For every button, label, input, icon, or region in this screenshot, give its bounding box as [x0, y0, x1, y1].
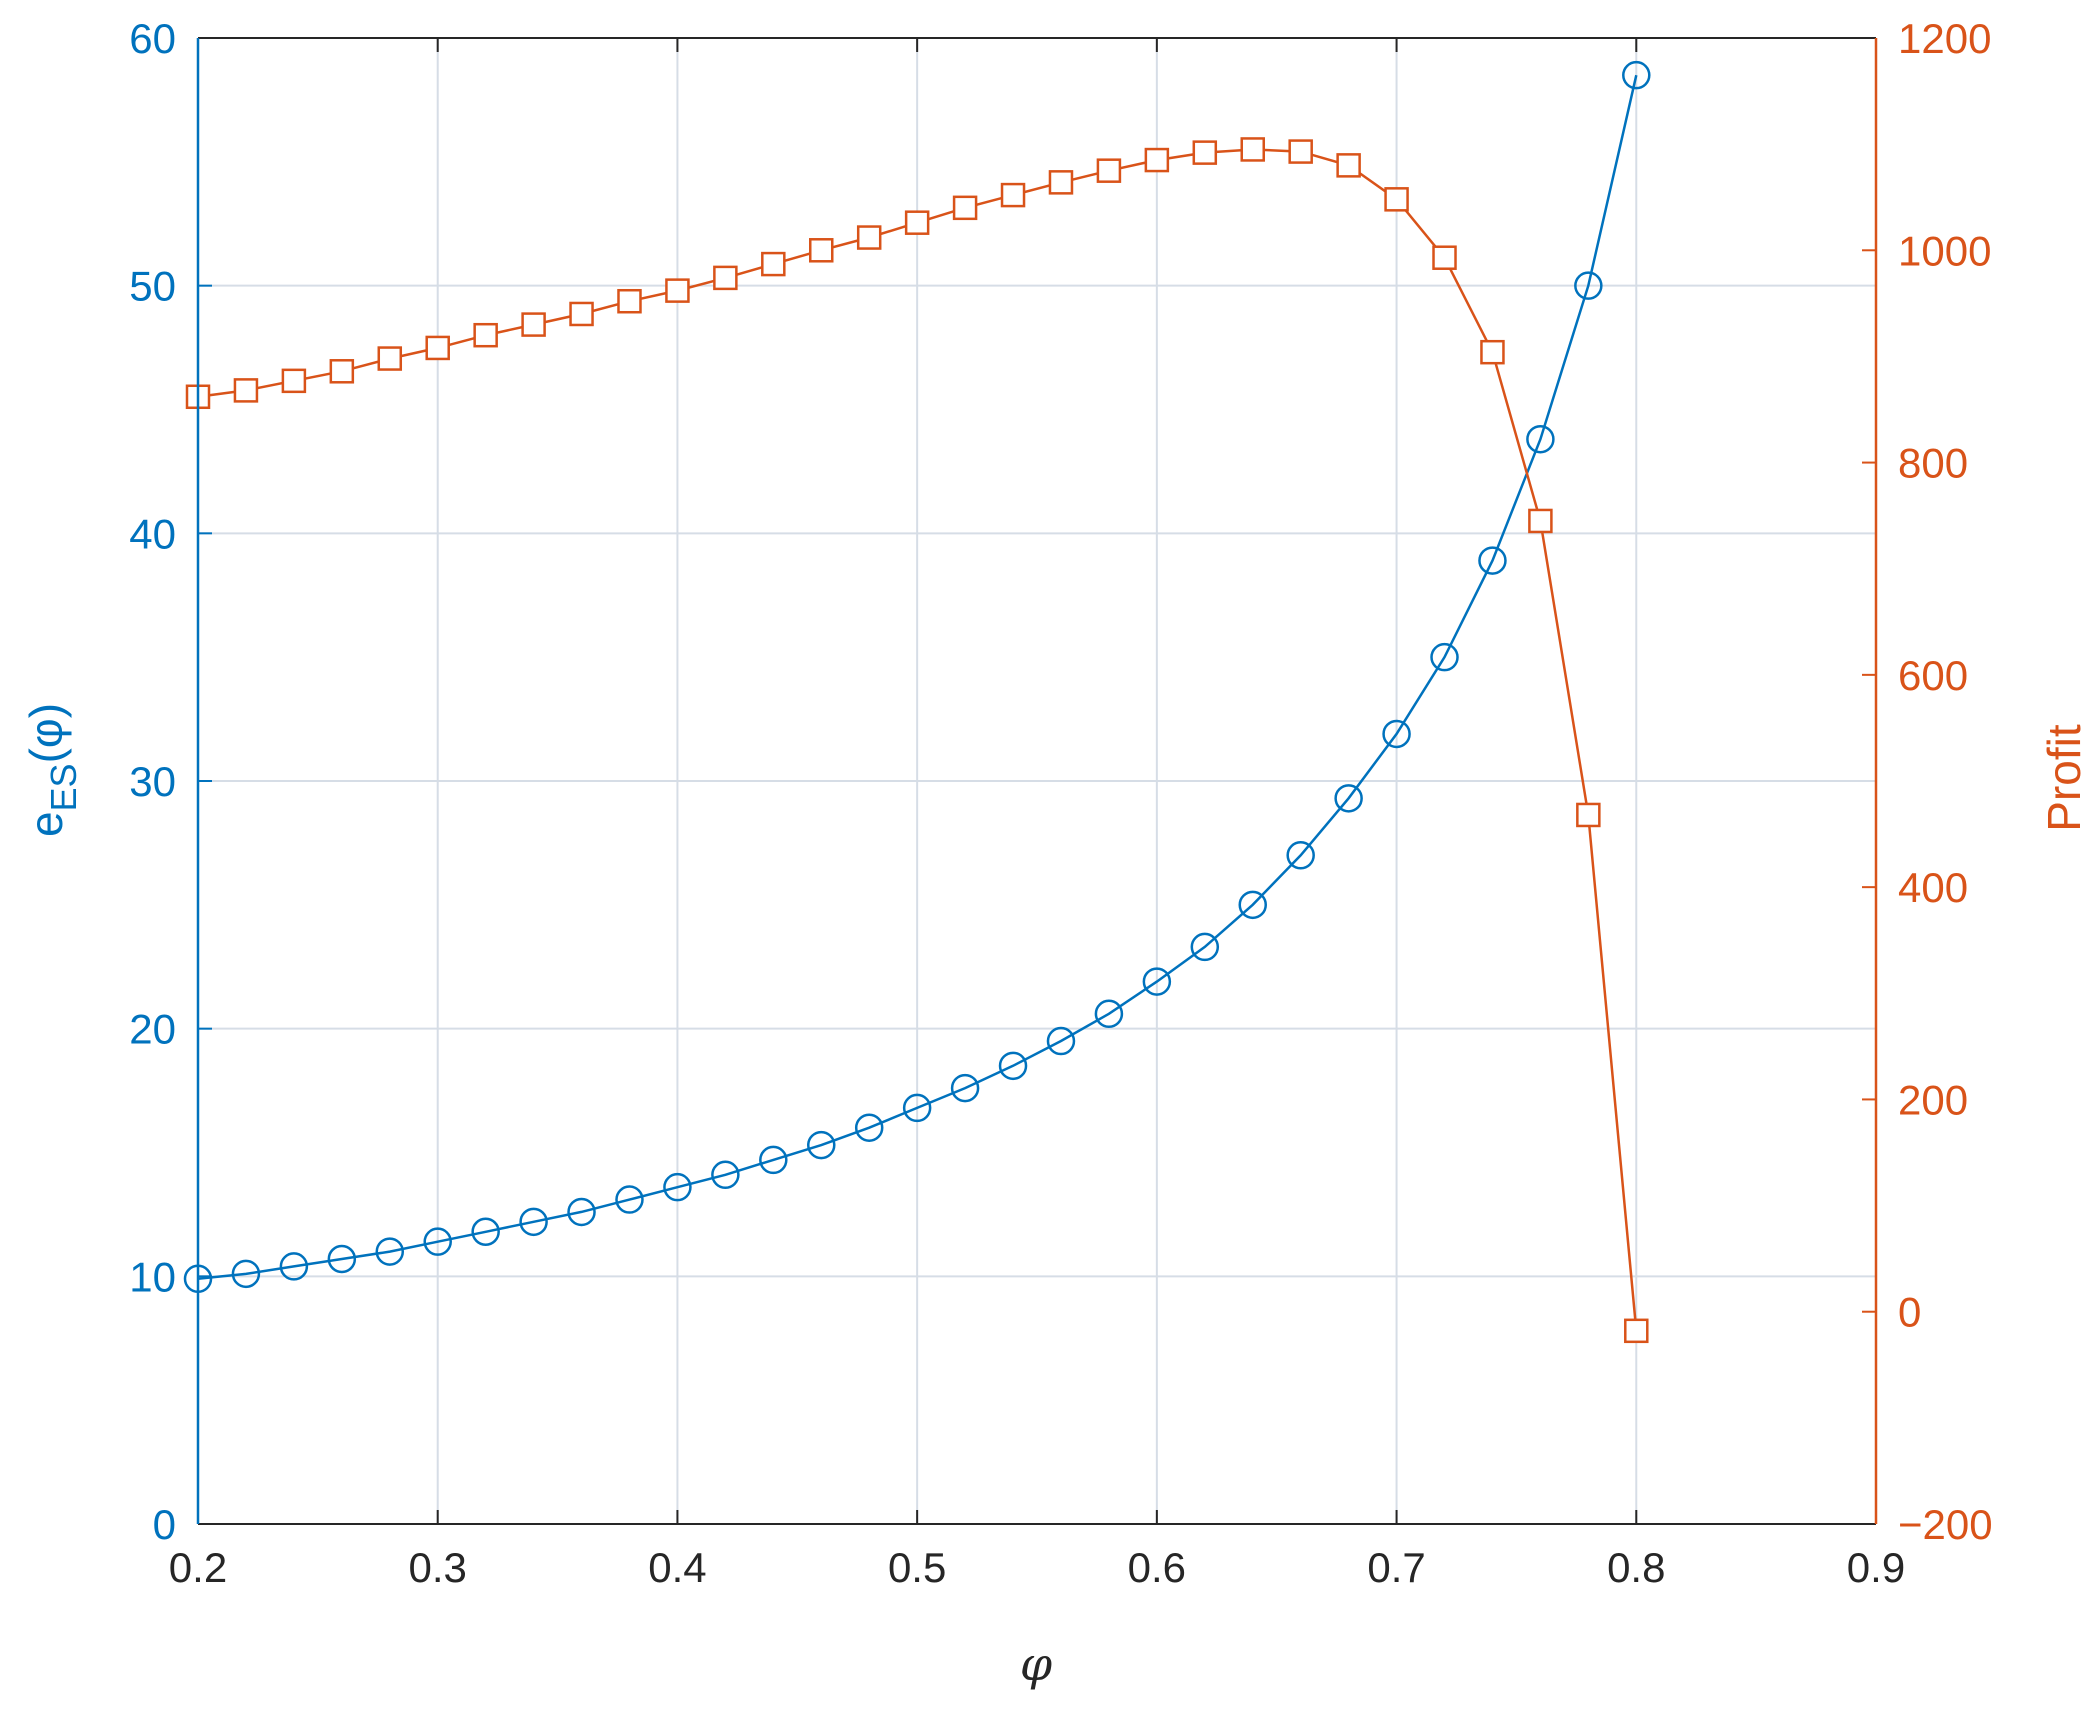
- data-point-circle: [902, 1093, 932, 1123]
- data-point-square: [1048, 170, 1074, 195]
- data-point-circle: [327, 1244, 357, 1274]
- data-point-circle: [1334, 784, 1363, 813]
- y-right-tick-label: −200: [1898, 1501, 1993, 1548]
- data-point-circle: [1190, 932, 1220, 962]
- data-point-square: [1144, 147, 1170, 173]
- data-point-square: [377, 346, 403, 371]
- y-left-tick-label: 30: [129, 758, 176, 805]
- data-point-square: [1480, 339, 1505, 365]
- y-axis-left-label-tail: (φ): [20, 703, 72, 763]
- data-point-square: [761, 251, 786, 277]
- data-point-square: [233, 378, 259, 403]
- y-left-tick-label: 0: [153, 1501, 176, 1548]
- data-point-circle: [950, 1073, 980, 1103]
- data-point-square: [1432, 245, 1457, 270]
- data-point-square: [569, 301, 594, 327]
- data-point-circle: [807, 1130, 836, 1160]
- data-point-circle: [615, 1185, 644, 1214]
- y-right-tick-label: 400: [1898, 864, 1968, 911]
- data-point-square: [329, 359, 355, 384]
- data-point-circle: [1478, 546, 1507, 575]
- data-point-circle: [423, 1227, 452, 1256]
- data-point-square: [473, 322, 498, 348]
- data-point-square: [1000, 182, 1026, 208]
- x-tick-label: 0.4: [648, 1544, 706, 1591]
- x-axis-label: φ: [1020, 1637, 1053, 1691]
- x-tick-label: 0.5: [888, 1544, 946, 1591]
- data-point-square: [1624, 1318, 1649, 1344]
- data-point-circle: [375, 1237, 405, 1266]
- data-point-square: [1288, 139, 1313, 164]
- y-axis-left-label: eES(φ): [20, 703, 84, 837]
- x-tick-label: 0.9: [1847, 1544, 1905, 1591]
- data-point-square: [1096, 158, 1122, 183]
- data-point-square: [904, 210, 930, 235]
- data-point-circle: [231, 1259, 261, 1289]
- tick-labels: 0.2 0.3 0.4 0.5 0.6 0.7 0.8 0.9 0 10 20 30 40 50 60 −20…: [129, 15, 1992, 1591]
- data-point-circle: [759, 1145, 788, 1175]
- data-point-square: [1528, 508, 1553, 534]
- y-right-tick-label: 1000: [1898, 227, 1991, 274]
- data-point-circle: [1046, 1026, 1076, 1056]
- data-point-square: [1384, 187, 1409, 212]
- y-right-tick-label: 1200: [1898, 15, 1991, 62]
- y-axis-left-label-sub: ES: [43, 763, 84, 811]
- data-point-square: [1576, 802, 1601, 828]
- y-left-tick-label: 50: [129, 263, 176, 310]
- y-axis-right-label: Profit: [2038, 724, 2090, 832]
- y-left-tick-label: 40: [129, 510, 176, 557]
- x-tick-label: 0.6: [1128, 1544, 1186, 1591]
- data-point-square: [281, 368, 307, 394]
- axes: [196, 37, 1878, 1525]
- data-point-circle: [998, 1051, 1028, 1081]
- series-left-eES: [183, 60, 1651, 1294]
- data-point-square: [1240, 137, 1265, 162]
- data-point-circle: [1526, 424, 1555, 454]
- y-right-tick-label: 0: [1898, 1289, 1921, 1336]
- data-point-square: [809, 238, 834, 263]
- y-right-tick-label: 600: [1898, 652, 1968, 699]
- data-point-square: [617, 288, 642, 314]
- y-right-tick-label: 200: [1898, 1076, 1968, 1123]
- data-point-circle: [663, 1172, 692, 1202]
- data-point-circle: [279, 1252, 309, 1281]
- data-point-circle: [1094, 999, 1124, 1029]
- data-point-circle: [1430, 642, 1459, 672]
- y-right-tick-label: 800: [1898, 440, 1968, 487]
- grid-lines: [198, 38, 1876, 1524]
- data-point-square: [856, 225, 882, 250]
- data-point-circle: [1574, 271, 1603, 300]
- x-tick-label: 0.7: [1367, 1544, 1425, 1591]
- y-left-tick-label: 60: [129, 15, 176, 62]
- data-point-square: [521, 312, 546, 337]
- data-point-circle: [711, 1160, 740, 1190]
- y-left-tick-label: 20: [129, 1006, 176, 1053]
- data-point-square: [1336, 153, 1361, 178]
- x-tick-label: 0.2: [169, 1544, 227, 1591]
- data-point-circle: [567, 1197, 596, 1227]
- data-point-square: [1192, 140, 1218, 165]
- data-point-circle: [1142, 967, 1172, 996]
- data-point-square: [952, 195, 978, 221]
- data-point-circle: [471, 1217, 500, 1247]
- data-point-circle: [1622, 60, 1651, 90]
- data-point-square: [425, 335, 450, 361]
- data-point-circle: [1286, 841, 1315, 870]
- x-tick-label: 0.3: [409, 1544, 467, 1591]
- data-point-circle: [1238, 890, 1267, 920]
- series-right-profit: [185, 137, 1649, 1344]
- data-point-circle: [854, 1113, 884, 1142]
- y-left-tick-label: 10: [129, 1253, 176, 1300]
- data-point-circle: [1382, 719, 1411, 749]
- y-axis-left-label-main: e: [20, 811, 72, 837]
- data-point-square: [665, 278, 690, 303]
- series-line-left: [197, 74, 1638, 1281]
- data-point-square: [713, 265, 738, 291]
- x-tick-label: 0.8: [1607, 1544, 1665, 1591]
- data-point-circle: [519, 1207, 548, 1237]
